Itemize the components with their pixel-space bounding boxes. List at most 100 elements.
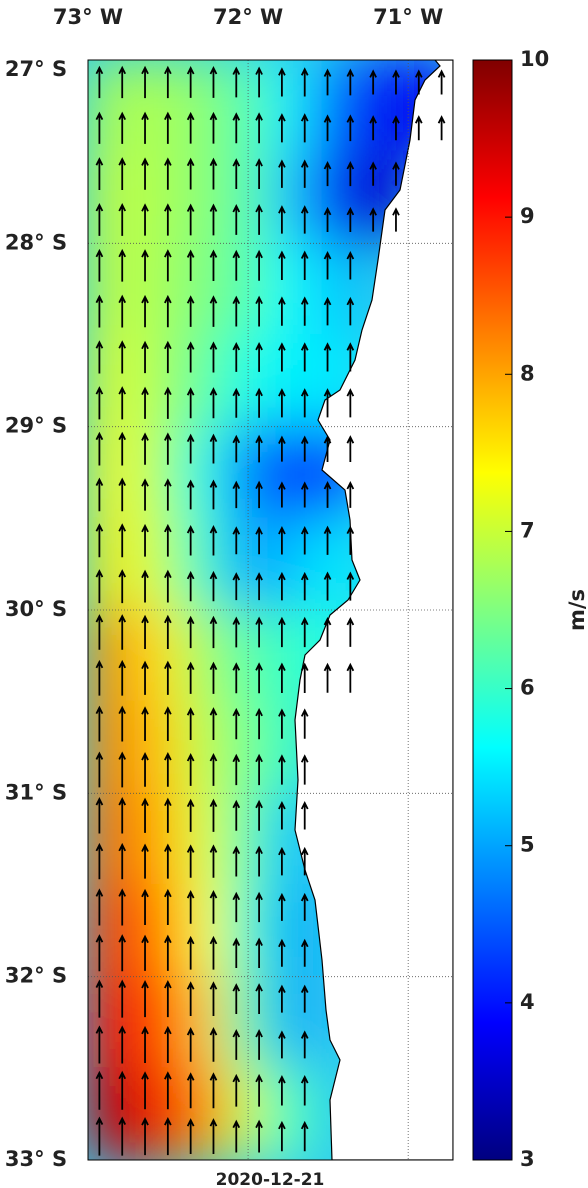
wind-arrow xyxy=(141,706,149,741)
speed-cell xyxy=(178,884,226,978)
wind-arrow xyxy=(95,203,104,236)
speed-cell xyxy=(178,150,226,245)
wind-arrow xyxy=(346,388,355,418)
wind-arrow xyxy=(255,387,263,418)
speed-cell xyxy=(315,60,363,153)
wind-arrow xyxy=(323,388,332,418)
wind-arrow xyxy=(437,69,446,95)
wind-arrow xyxy=(141,523,149,557)
wind-arrow xyxy=(255,295,263,327)
colorbar-tick-label: 7 xyxy=(520,518,535,542)
wind-arrow xyxy=(164,65,172,99)
lat-tick-label: 29° S xyxy=(5,414,67,438)
wind-arrow xyxy=(278,159,286,188)
wind-arrow xyxy=(369,115,377,141)
wind-arrow xyxy=(278,481,286,508)
wind-arrow xyxy=(95,65,104,99)
wind-arrow xyxy=(141,1025,149,1063)
wind-arrow xyxy=(232,203,241,235)
wind-arrow xyxy=(164,294,172,328)
wind-arrow xyxy=(323,250,332,280)
wind-arrow xyxy=(300,481,309,508)
lat-tick-label: 33° S xyxy=(5,1147,67,1171)
wind-arrow xyxy=(255,341,263,372)
wind-arrow xyxy=(209,525,218,556)
wind-arrow xyxy=(141,752,149,787)
speed-cell xyxy=(178,609,226,703)
wind-arrow xyxy=(186,844,195,878)
lat-tick-label: 31° S xyxy=(5,780,67,804)
wind-arrow xyxy=(414,115,423,141)
speed-cell xyxy=(223,334,272,428)
speed-cell xyxy=(178,975,226,1070)
wind-arrow xyxy=(255,572,263,601)
wind-arrow xyxy=(141,203,149,236)
speed-cell xyxy=(223,517,272,611)
colorbar-tick-label: 9 xyxy=(520,204,535,228)
wind-arrow xyxy=(186,203,195,236)
speed-cell xyxy=(132,700,181,795)
wind-arrow xyxy=(95,1070,104,1110)
wind-arrow xyxy=(186,525,195,556)
wind-arrow xyxy=(255,799,263,831)
wind-arrow xyxy=(232,662,241,694)
wind-arrow xyxy=(369,207,377,232)
wind-arrow xyxy=(300,1120,309,1152)
wind-arrow xyxy=(95,248,104,282)
wind-arrow xyxy=(118,888,127,926)
speed-cell xyxy=(178,334,226,428)
wind-arrow xyxy=(278,67,286,97)
wind-arrow xyxy=(209,935,218,970)
colorbar-tick-label: 6 xyxy=(520,676,535,700)
speed-cell xyxy=(223,792,272,886)
wind-arrow xyxy=(141,614,149,650)
wind-arrow xyxy=(141,1071,149,1110)
wind-arrow xyxy=(392,161,400,186)
wind-arrow xyxy=(232,707,241,740)
wind-arrow xyxy=(278,1075,286,1106)
colorbar-tick-label: 8 xyxy=(520,361,535,385)
wind-arrow xyxy=(346,161,355,187)
wind-arrow xyxy=(209,433,218,464)
speed-cell xyxy=(269,60,318,153)
wind-arrow xyxy=(95,294,104,328)
colorbar-label: m/s xyxy=(565,589,588,631)
wind-arrow xyxy=(95,523,104,558)
wind-arrow xyxy=(255,66,263,98)
wind-arrow xyxy=(278,892,286,921)
wind-arrow xyxy=(164,478,172,511)
speed-cell xyxy=(132,975,181,1070)
wind-arrow xyxy=(300,846,309,876)
wind-arrow xyxy=(186,111,195,144)
wind-arrow xyxy=(369,69,377,95)
wind-arrow xyxy=(209,661,218,694)
wind-arrow xyxy=(209,65,218,98)
wind-arrow xyxy=(232,616,241,648)
speed-cell xyxy=(132,884,181,978)
wind-arrow xyxy=(346,435,355,462)
wind-arrow xyxy=(346,114,355,142)
speed-cell xyxy=(88,517,135,611)
wind-arrow xyxy=(164,1117,172,1156)
wind-arrow xyxy=(186,249,195,282)
speed-cell xyxy=(132,334,181,428)
wind-arrow xyxy=(300,296,309,326)
wind-arrow xyxy=(278,113,286,143)
wind-arrow xyxy=(118,659,127,696)
wind-arrow xyxy=(255,249,263,281)
wind-arrow xyxy=(118,431,127,466)
wind-arrow xyxy=(278,662,286,693)
wind-arrow xyxy=(278,296,286,326)
speed-cell xyxy=(223,150,272,245)
wind-arrow xyxy=(95,751,104,788)
wind-arrow xyxy=(300,708,309,739)
wind-arrow xyxy=(164,249,172,282)
speed-cell xyxy=(132,242,181,336)
wind-arrow xyxy=(346,296,355,326)
wind-arrow xyxy=(186,1027,195,1062)
wind-arrow xyxy=(141,340,149,374)
speed-cell xyxy=(132,609,181,703)
wind-arrow xyxy=(300,662,309,693)
wind-arrow xyxy=(346,342,355,372)
